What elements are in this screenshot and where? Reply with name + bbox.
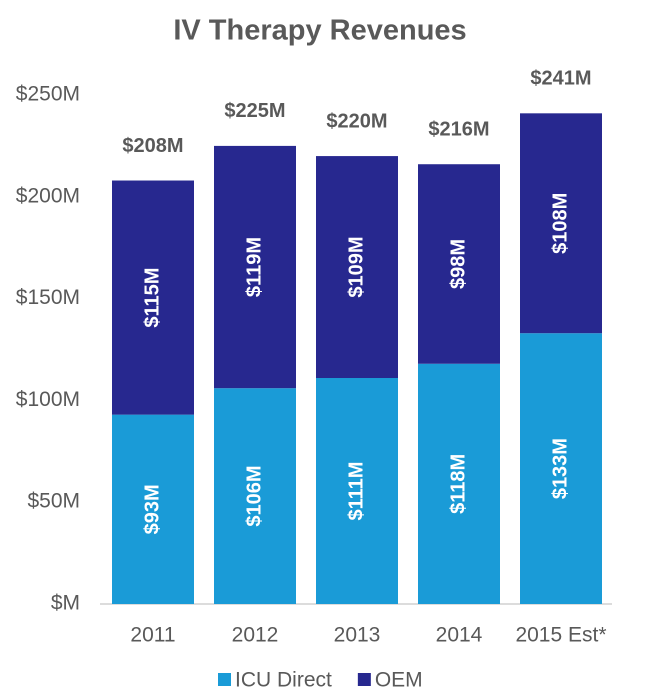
bar-segment xyxy=(418,164,500,364)
bar-segment xyxy=(214,145,296,389)
y-tick-label: $100M xyxy=(16,388,80,411)
x-tick-label: 2014 xyxy=(436,624,483,647)
x-tick-label: 2012 xyxy=(232,624,279,647)
bar-segment xyxy=(418,363,500,604)
total-label: $225M xyxy=(224,100,285,122)
x-tick-label: 2013 xyxy=(334,624,381,647)
value-label: $108M xyxy=(549,193,571,254)
y-tick-label: $50M xyxy=(27,490,80,513)
value-label: $109M xyxy=(345,236,367,297)
value-label: $93M xyxy=(141,484,163,534)
y-tick-label: $250M xyxy=(16,83,80,106)
bar-segment xyxy=(520,333,602,604)
value-label: $106M xyxy=(243,466,265,527)
x-tick-label: 2015 Est* xyxy=(515,624,606,647)
y-tick-label: $M xyxy=(51,592,80,615)
total-label: $241M xyxy=(530,68,591,90)
value-label: $119M xyxy=(243,237,265,297)
legend-swatch xyxy=(218,673,231,686)
total-label: $220M xyxy=(326,110,387,132)
bar-segment xyxy=(112,180,194,415)
chart-title: IV Therapy Revenues xyxy=(173,15,466,47)
bar-segment xyxy=(316,378,398,604)
bar-segment xyxy=(520,113,602,334)
y-tick-label: $150M xyxy=(16,286,80,309)
legend-label: OEM xyxy=(375,669,423,692)
value-label: $111M xyxy=(345,462,367,521)
bar-segment xyxy=(316,156,398,379)
value-label: $98M xyxy=(447,239,469,289)
bar-segment xyxy=(112,414,194,604)
value-label: $115M xyxy=(141,268,163,328)
y-tick-label: $200M xyxy=(16,184,80,207)
total-label: $216M xyxy=(428,119,489,141)
bar-segment xyxy=(214,388,296,604)
legend-swatch xyxy=(357,673,371,686)
total-label: $208M xyxy=(122,135,183,157)
value-label: $118M xyxy=(447,454,469,514)
legend-label: ICU Direct xyxy=(235,669,332,692)
x-tick-label: 2011 xyxy=(130,624,175,647)
value-label: $133M xyxy=(549,438,571,499)
